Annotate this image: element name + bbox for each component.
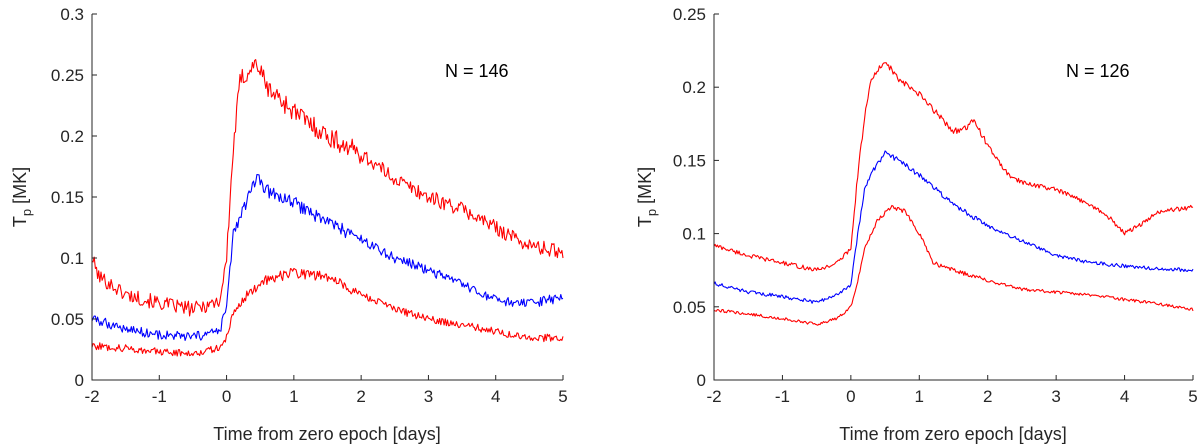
x-tick-label: 0 bbox=[222, 387, 231, 406]
x-tick-label: 4 bbox=[491, 387, 500, 406]
x-tick-label: 2 bbox=[356, 387, 365, 406]
y-axis-title-main: T bbox=[635, 216, 655, 227]
x-tick-label: -2 bbox=[706, 387, 721, 406]
series-line-upper bbox=[91, 59, 564, 317]
y-axis-title-main: T bbox=[10, 216, 30, 227]
y-tick-label: 0.05 bbox=[673, 298, 706, 317]
x-tick-label: 4 bbox=[1120, 387, 1129, 406]
series-line-lower bbox=[713, 204, 1194, 326]
x-tick-label: -1 bbox=[775, 387, 790, 406]
y-tick-label: 0.05 bbox=[51, 310, 84, 329]
y-axis-title-unit: [MK] bbox=[635, 167, 655, 209]
y-axis-title: Tp [MK] bbox=[635, 167, 659, 227]
y-tick-label: 0.2 bbox=[60, 127, 84, 146]
x-tick-label: 0 bbox=[846, 387, 855, 406]
series-line-lower bbox=[91, 267, 564, 357]
y-tick-label: 0 bbox=[697, 371, 706, 390]
y-tick-label: 0.1 bbox=[682, 225, 706, 244]
series-line-median bbox=[91, 174, 564, 341]
x-tick-label: -2 bbox=[84, 387, 99, 406]
x-tick-label: 2 bbox=[983, 387, 992, 406]
y-tick-label: 0.1 bbox=[60, 249, 84, 268]
y-axis-title-subscript: p bbox=[19, 209, 34, 216]
y-tick-label: 0.15 bbox=[51, 188, 84, 207]
y-tick-label: 0 bbox=[75, 371, 84, 390]
y-tick-label: 0.2 bbox=[682, 78, 706, 97]
y-tick-label: 0.25 bbox=[51, 66, 84, 85]
x-axis-title: Time from zero epoch [days] bbox=[839, 424, 1066, 444]
x-tick-label: 5 bbox=[1188, 387, 1197, 406]
x-tick-label: -1 bbox=[152, 387, 167, 406]
chart-panel-right: -2 -1 0 1 2 3 4 5 0 0.05 0.1 0.15 0.2 0.25 N = 126 Ti… bbox=[635, 5, 1198, 444]
x-tick-label: 5 bbox=[558, 387, 567, 406]
x-tick-label: 3 bbox=[424, 387, 433, 406]
y-tick-label: 0.15 bbox=[673, 151, 706, 170]
x-tick-label: 1 bbox=[915, 387, 924, 406]
chart-panel-left: -2 -1 0 1 2 3 4 5 0 0.05 0.1 0.15 0.2 0.25 0.3 N = 146… bbox=[10, 5, 568, 444]
series-line-upper bbox=[713, 62, 1194, 272]
x-tick-label: 1 bbox=[289, 387, 298, 406]
y-tick-label: 0.3 bbox=[60, 5, 84, 24]
y-axis-title: Tp [MK] bbox=[10, 167, 34, 227]
x-tick-label: 3 bbox=[1051, 387, 1060, 406]
annotation-n-count: N = 126 bbox=[1066, 61, 1130, 81]
y-tick-label: 0.25 bbox=[673, 5, 706, 24]
annotation-n-count: N = 146 bbox=[445, 61, 509, 81]
y-axis-title-subscript: p bbox=[644, 209, 659, 216]
series-line-median bbox=[713, 150, 1194, 304]
x-axis-title: Time from zero epoch [days] bbox=[213, 424, 440, 444]
y-axis-title-unit: [MK] bbox=[10, 167, 30, 209]
